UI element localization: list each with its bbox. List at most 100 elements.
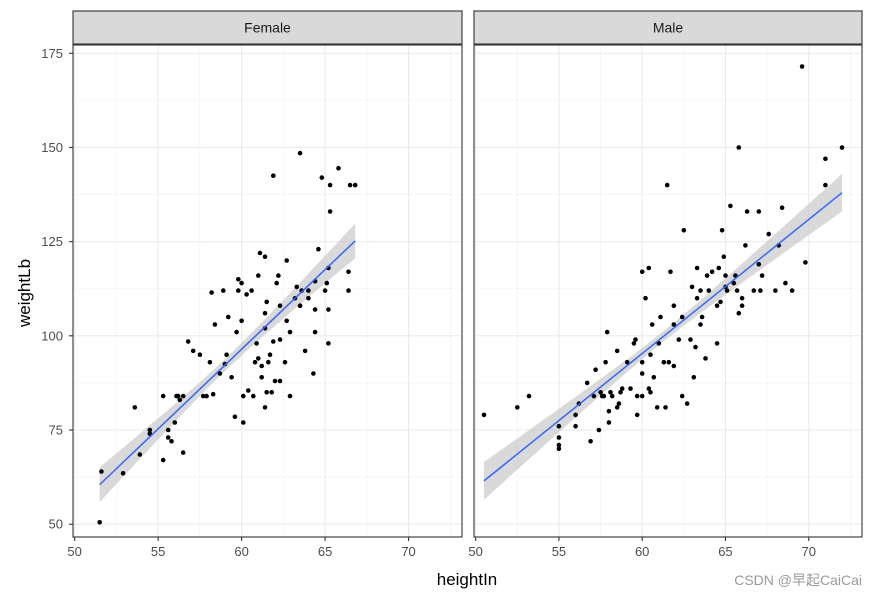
data-point — [224, 352, 229, 358]
data-point — [671, 363, 677, 369]
data-point — [277, 378, 283, 384]
data-point — [217, 371, 223, 376]
data-point — [271, 173, 276, 178]
data-point — [661, 359, 667, 365]
data-point — [239, 318, 244, 324]
data-point — [773, 288, 778, 293]
data-point — [297, 150, 303, 156]
data-point — [239, 280, 244, 286]
data-point — [236, 288, 241, 293]
data-point — [603, 359, 608, 365]
data-point — [254, 341, 259, 346]
data-point — [165, 435, 171, 440]
data-point — [671, 322, 677, 327]
data-point — [688, 337, 693, 342]
x-tick-label: 70 — [401, 544, 415, 559]
data-point — [731, 280, 737, 286]
x-axis-title: heightIn — [437, 570, 498, 589]
data-point — [262, 254, 268, 259]
data-point — [180, 393, 186, 399]
data-point — [666, 359, 672, 365]
data-point — [739, 303, 745, 309]
y-axis-tick-labels: 50 75 100 125 150 175 — [41, 46, 63, 532]
data-point — [147, 427, 153, 433]
data-point — [606, 408, 612, 414]
x-tick-label: 55 — [151, 544, 165, 559]
data-point — [624, 359, 630, 365]
data-point — [651, 375, 657, 380]
data-point — [721, 254, 727, 259]
data-point — [618, 390, 623, 395]
data-point — [643, 295, 648, 301]
x-tick-label: 50 — [468, 544, 482, 559]
data-point — [588, 439, 593, 444]
data-point — [255, 356, 261, 361]
data-point — [723, 273, 728, 278]
data-point — [526, 393, 532, 399]
data-point — [614, 348, 620, 354]
facet-strip-label: Male — [653, 20, 684, 36]
data-point — [210, 391, 216, 397]
data-point — [694, 265, 700, 271]
data-point — [311, 371, 316, 376]
data-point — [221, 288, 226, 293]
data-point — [756, 209, 762, 214]
data-point — [693, 344, 698, 350]
data-point — [681, 228, 687, 233]
data-point — [160, 393, 166, 399]
data-point — [169, 439, 174, 444]
data-point — [709, 269, 715, 275]
data-point — [226, 314, 231, 320]
data-point — [823, 156, 828, 162]
data-point — [197, 352, 203, 358]
x-axis-tick-labels: 50 55 60 65 70 50 55 60 65 70 — [67, 544, 816, 559]
data-point — [744, 209, 750, 214]
data-point — [177, 397, 183, 403]
data-point — [347, 182, 353, 188]
data-point — [639, 371, 645, 376]
panel-background — [474, 45, 862, 537]
data-point — [271, 339, 276, 344]
data-point — [251, 393, 256, 399]
data-point — [604, 329, 610, 335]
data-point — [684, 401, 690, 406]
data-point — [556, 435, 562, 440]
data-point — [698, 288, 703, 293]
data-point — [671, 303, 677, 309]
regression-line — [99, 240, 356, 486]
data-point — [614, 405, 620, 410]
data-point — [352, 182, 358, 188]
data-point — [175, 393, 181, 399]
watermark-text: CSDN @早起CaiCai — [734, 572, 862, 588]
data-point — [276, 273, 281, 278]
data-point — [297, 303, 303, 309]
data-point — [269, 390, 275, 395]
data-point — [663, 405, 668, 410]
data-point — [241, 420, 246, 425]
data-point — [649, 322, 655, 327]
data-point — [648, 390, 653, 395]
panel-border — [72, 44, 463, 538]
data-point — [259, 375, 265, 380]
data-point — [556, 423, 562, 429]
data-point — [716, 265, 722, 271]
data-point — [287, 393, 293, 399]
data-point — [336, 165, 341, 171]
data-point — [593, 367, 598, 373]
data-point — [266, 359, 271, 365]
data-point — [190, 348, 196, 354]
data-point — [319, 175, 325, 180]
data-point — [664, 182, 670, 188]
y-tick-label: 125 — [41, 234, 63, 249]
data-point — [758, 288, 763, 293]
data-point — [639, 359, 645, 365]
data-point — [327, 182, 333, 188]
data-point — [272, 378, 278, 384]
data-point — [639, 269, 645, 275]
data-point — [616, 401, 622, 406]
data-point — [724, 288, 730, 293]
data-point — [679, 314, 685, 320]
y-tick-label: 100 — [41, 328, 63, 343]
data-point — [736, 145, 742, 150]
